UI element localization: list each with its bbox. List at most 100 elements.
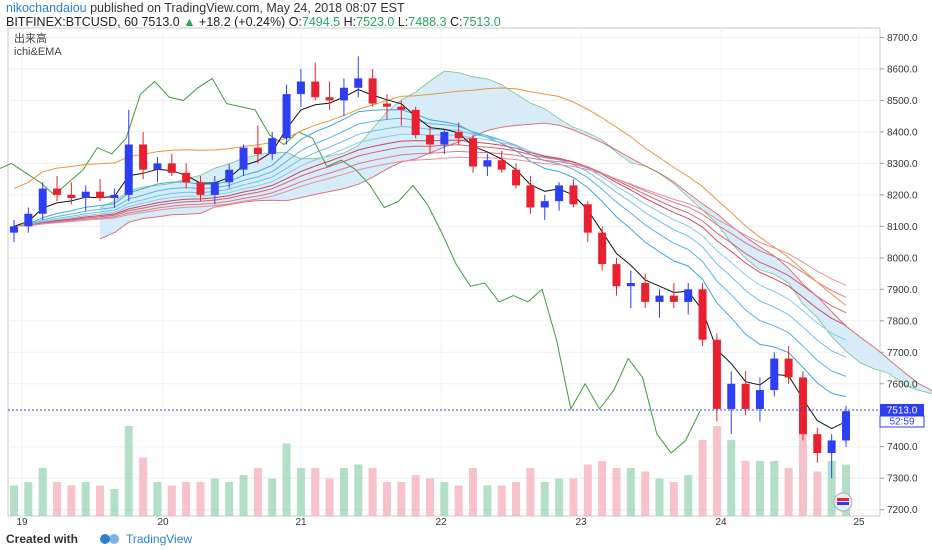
volume-bar — [770, 461, 779, 516]
time-axis[interactable]: 19 20 21 22 23 24 25 — [16, 517, 865, 528]
candle-body — [512, 169, 521, 186]
volume-bar — [784, 468, 793, 516]
volume-bar — [339, 468, 348, 516]
x-tick-label: 21 — [295, 517, 307, 528]
x-tick-label: 19 — [16, 517, 28, 528]
candle — [110, 188, 119, 208]
volume-bar — [469, 468, 478, 516]
volume-bar — [512, 482, 521, 516]
candle — [411, 106, 420, 139]
candle-body — [96, 191, 105, 199]
candle — [798, 371, 807, 441]
publish-line: nikochandaiou published on TradingView.c… — [6, 1, 405, 15]
volume-bar — [382, 482, 391, 516]
low-value: 7488.3 — [408, 15, 447, 29]
candle — [253, 125, 262, 164]
candle — [81, 185, 90, 211]
volume-bar — [268, 478, 277, 516]
volume-bar — [110, 489, 119, 516]
x-tick-label: 25 — [853, 517, 865, 528]
candle-body — [167, 163, 176, 173]
volume-bar — [296, 468, 305, 516]
candle-body — [24, 213, 33, 227]
candle-body — [110, 194, 119, 199]
y-tick-label: 7700.0 — [887, 348, 918, 359]
candle — [727, 371, 736, 435]
volume-bar — [397, 482, 406, 516]
y-tick-label: 8400.0 — [887, 127, 918, 138]
volume-bar — [641, 471, 650, 516]
y-tick-label: 8100.0 — [887, 222, 918, 233]
y-tick-label: 8200.0 — [887, 190, 918, 201]
candle — [655, 289, 664, 318]
close-label: C: — [450, 15, 463, 29]
candle-body — [139, 144, 148, 170]
candle — [669, 283, 678, 309]
created-with-label: Created with — [6, 532, 79, 546]
volume-bar — [426, 478, 434, 516]
y-tick-label: 7400.0 — [887, 442, 918, 453]
volume-bar — [311, 468, 320, 516]
price-chart[interactable]: 8700.0 8600.0 8500.0 8400.0 8300.0 8200.0 8100… — [0, 0, 932, 528]
ema-ribbon-line — [13, 117, 847, 377]
high-value: 7523.0 — [356, 15, 395, 29]
candle — [684, 283, 693, 315]
candle — [454, 122, 463, 145]
volume-indicator-label[interactable]: 出来高 — [14, 31, 47, 45]
candle-body — [325, 97, 334, 101]
candle — [755, 377, 764, 422]
candle — [598, 226, 607, 271]
candle — [426, 125, 434, 154]
ichimoku-indicator-label[interactable]: ichi&EMA — [14, 46, 62, 58]
candle-body — [382, 103, 391, 107]
volume-bar — [813, 471, 822, 516]
y-tick-label: 7800.0 — [887, 316, 918, 327]
candle — [626, 270, 635, 309]
candle-body — [569, 185, 578, 205]
y-tick-label: 7200.0 — [887, 505, 918, 516]
candle-body — [38, 188, 47, 214]
y-tick-label: 8500.0 — [887, 96, 918, 107]
volume-bar — [497, 485, 506, 516]
candle-body — [741, 383, 750, 409]
author-link[interactable]: nikochandaiou — [6, 1, 87, 15]
volume-bars — [10, 426, 850, 516]
candle — [497, 150, 506, 173]
symbol-line: BITFINEX:BTCUSD, 60 7513.0 ▲ +18.2 (+0.2… — [6, 15, 501, 29]
volume-bar — [153, 482, 162, 516]
volume-bar — [842, 464, 850, 516]
candle — [569, 179, 578, 208]
candle — [24, 207, 33, 233]
candle — [182, 163, 191, 189]
volume-bar — [210, 478, 219, 516]
price-axis[interactable]: 8700.0 8600.0 8500.0 8400.0 8300.0 8200.0 8100… — [880, 33, 918, 516]
volume-bar — [124, 426, 133, 516]
high-label: H: — [343, 15, 357, 29]
candle-body — [684, 289, 693, 302]
candle — [483, 153, 492, 176]
candle — [354, 56, 363, 98]
tradingview-brand[interactable]: TradingView — [126, 532, 193, 546]
x-tick-label: 23 — [575, 517, 587, 528]
candle-body — [598, 232, 607, 265]
candle-body — [81, 191, 90, 199]
candle — [641, 273, 650, 309]
candle — [555, 182, 564, 211]
volume-bar — [712, 426, 721, 516]
candle — [67, 182, 76, 205]
volume-bar — [798, 433, 807, 516]
candle — [712, 333, 721, 422]
volume-bar — [698, 440, 707, 516]
candle — [741, 371, 750, 416]
volume-bar — [440, 482, 449, 516]
volume-bar — [454, 485, 463, 516]
volume-bar — [827, 461, 836, 516]
tradingview-logo-icon — [100, 534, 119, 544]
candle — [282, 84, 291, 145]
published-text: published on TradingView.com, May 24, 20… — [90, 1, 405, 15]
candle — [842, 405, 850, 447]
volume-bar — [139, 457, 148, 516]
candle — [827, 434, 836, 479]
x-tick-label: 22 — [435, 517, 447, 528]
ema-ribbon-line — [13, 109, 847, 398]
